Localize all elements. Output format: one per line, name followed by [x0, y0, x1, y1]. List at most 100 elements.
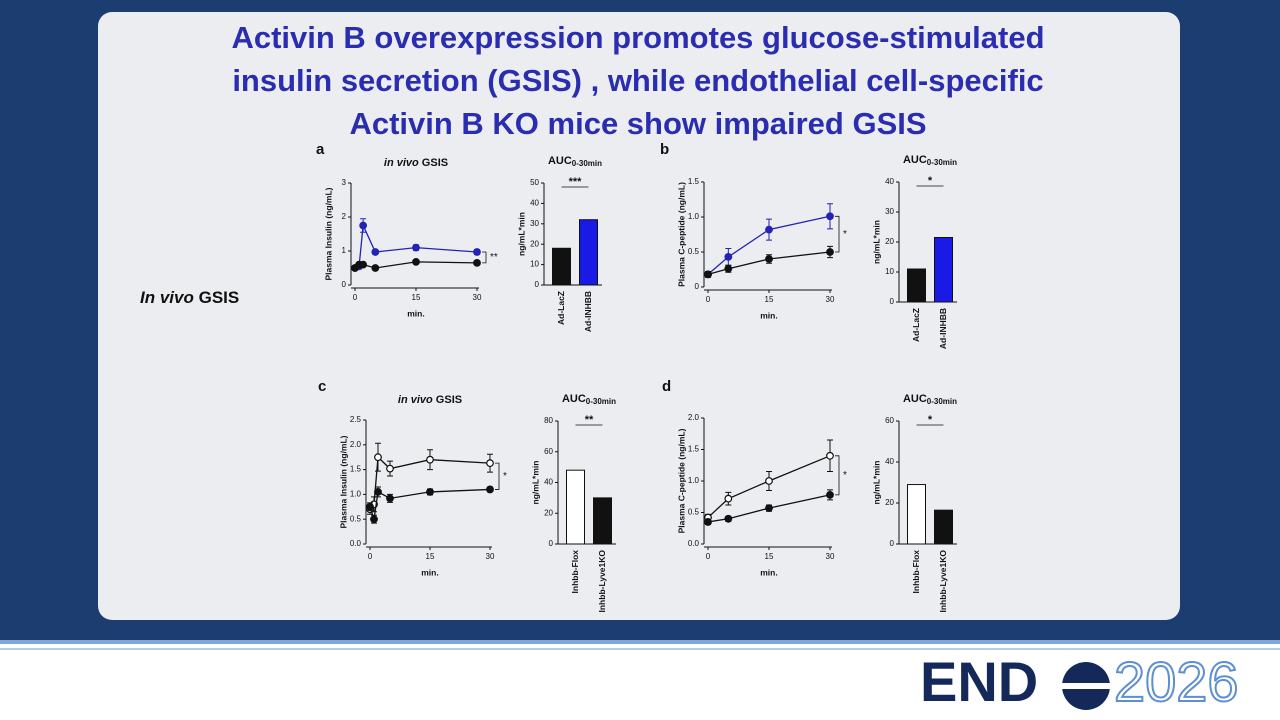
panel-letter: a — [316, 141, 325, 158]
chart-title-main: AUC — [903, 393, 927, 405]
chart-title-main: AUC — [562, 393, 586, 405]
y-tick-label: 20 — [885, 498, 894, 507]
chart-title-sub: 0-30min — [927, 397, 957, 406]
chart-title-sub: 0-30min — [572, 159, 602, 168]
chart: 0 20 40 60 ng/mL*min Inhbb-Flox Inhbb-Lyve1KO A… — [871, 393, 957, 613]
x-tick-label: 0 — [368, 552, 373, 561]
category-label: Inhbb-Flox — [911, 550, 921, 594]
y-tick-label: 30 — [885, 207, 894, 216]
x-tick-label: 30 — [473, 293, 482, 302]
significance-label: * — [843, 470, 847, 481]
y-tick-label: 20 — [544, 508, 553, 517]
y-tick-label: 0.0 — [350, 539, 362, 548]
y-tick-label: 3 — [342, 178, 347, 187]
y-tick-label: 1 — [342, 246, 347, 255]
significance-label: * — [928, 175, 933, 187]
chart-title: in vivo GSIS — [384, 157, 448, 169]
significance-label: * — [843, 229, 847, 240]
panel-letter: c — [318, 378, 326, 395]
data-point — [826, 451, 834, 460]
chart-title-italic: in vivo — [398, 394, 433, 406]
data-point — [366, 502, 374, 511]
y-tick-label: 1.0 — [688, 476, 700, 485]
data-point — [371, 248, 380, 256]
x-tick-label: 30 — [826, 552, 835, 561]
bar — [934, 237, 953, 303]
data-point — [473, 259, 481, 267]
chart-title: AUC0-30min — [562, 393, 616, 406]
footer-line — [0, 648, 1280, 650]
bar — [593, 497, 612, 545]
y-axis-label: Plasma Insulin (ng/mL) — [338, 435, 348, 528]
logo-year: 2026 — [1114, 650, 1239, 713]
y-tick-label: 20 — [530, 239, 539, 248]
chart-title: AUC0-30min — [903, 393, 957, 406]
data-point — [724, 514, 733, 523]
y-tick-label: 1.5 — [350, 465, 362, 474]
chart: 0 20 40 60 80 ng/mL*min Inhbb-Flox Inhbb-Lyve1K… — [530, 393, 616, 613]
chart-title-italic: in vivo — [384, 157, 419, 169]
data-point — [486, 485, 494, 494]
x-tick-label: 15 — [765, 295, 774, 304]
y-tick-label: 0.0 — [688, 539, 700, 548]
category-label: Ad-LacZ — [556, 291, 566, 325]
y-axis-label: ng/mL*min — [516, 212, 526, 256]
y-tick-label: 0.5 — [350, 514, 362, 523]
y-tick-label: 1.5 — [688, 445, 700, 454]
data-point — [765, 225, 773, 234]
x-tick-label: 15 — [412, 293, 421, 302]
series-line — [707, 494, 831, 523]
y-tick-label: 40 — [885, 177, 894, 186]
logo-globe — [1060, 662, 1112, 710]
chart-title-rest: GSIS — [422, 157, 448, 169]
data-point — [704, 518, 712, 526]
x-axis-label: min. — [760, 310, 777, 320]
category-label: Inhbb-Lyve1KO — [597, 550, 607, 613]
significance-bracket — [835, 455, 840, 496]
bar — [907, 268, 926, 303]
y-tick-label: 0.5 — [688, 508, 700, 517]
data-point — [386, 464, 394, 473]
y-tick-label: 1.0 — [688, 212, 700, 221]
y-tick-label: 10 — [885, 267, 894, 276]
y-tick-label: 2.0 — [688, 413, 700, 422]
data-point — [370, 515, 378, 524]
y-tick-label: 2 — [342, 212, 347, 221]
y-tick-label: 20 — [885, 237, 894, 246]
x-axis-label: min. — [760, 567, 777, 577]
data-point — [724, 494, 733, 503]
y-axis-label: ng/mL*min — [871, 461, 881, 505]
category-label: Inhbb-Lyve1KO — [938, 550, 948, 613]
bar — [566, 469, 585, 545]
significance-bracket — [482, 251, 487, 264]
x-tick-label: 0 — [353, 293, 358, 302]
y-axis-label: Plasma C-peptide (ng/mL) — [676, 428, 686, 533]
footer-line — [0, 640, 1280, 644]
chart-title-rest: GSIS — [436, 394, 462, 406]
significance-bracket — [835, 215, 840, 253]
x-axis-label: min. — [407, 308, 424, 318]
chart-title: in vivo GSIS — [398, 394, 462, 406]
data-point — [371, 264, 380, 272]
panel-letter: b — [660, 141, 669, 158]
side-label-rest: GSIS — [199, 288, 240, 307]
y-tick-label: 60 — [885, 416, 894, 425]
data-point — [486, 459, 494, 468]
y-axis-label: ng/mL*min — [871, 220, 881, 264]
data-point — [826, 248, 834, 256]
x-tick-label: 15 — [765, 552, 774, 561]
y-tick-label: 40 — [544, 478, 553, 487]
data-point — [826, 212, 834, 221]
y-tick-label: 50 — [530, 178, 539, 187]
y-tick-label: 80 — [544, 416, 553, 425]
data-point — [765, 255, 773, 263]
chart-title-main: AUC — [903, 154, 927, 166]
y-tick-label: 40 — [885, 457, 894, 466]
bar — [552, 247, 571, 286]
y-tick-label: 0 — [549, 539, 554, 548]
data-point — [374, 488, 382, 496]
bar — [934, 509, 953, 545]
x-axis-label: min. — [421, 567, 438, 577]
